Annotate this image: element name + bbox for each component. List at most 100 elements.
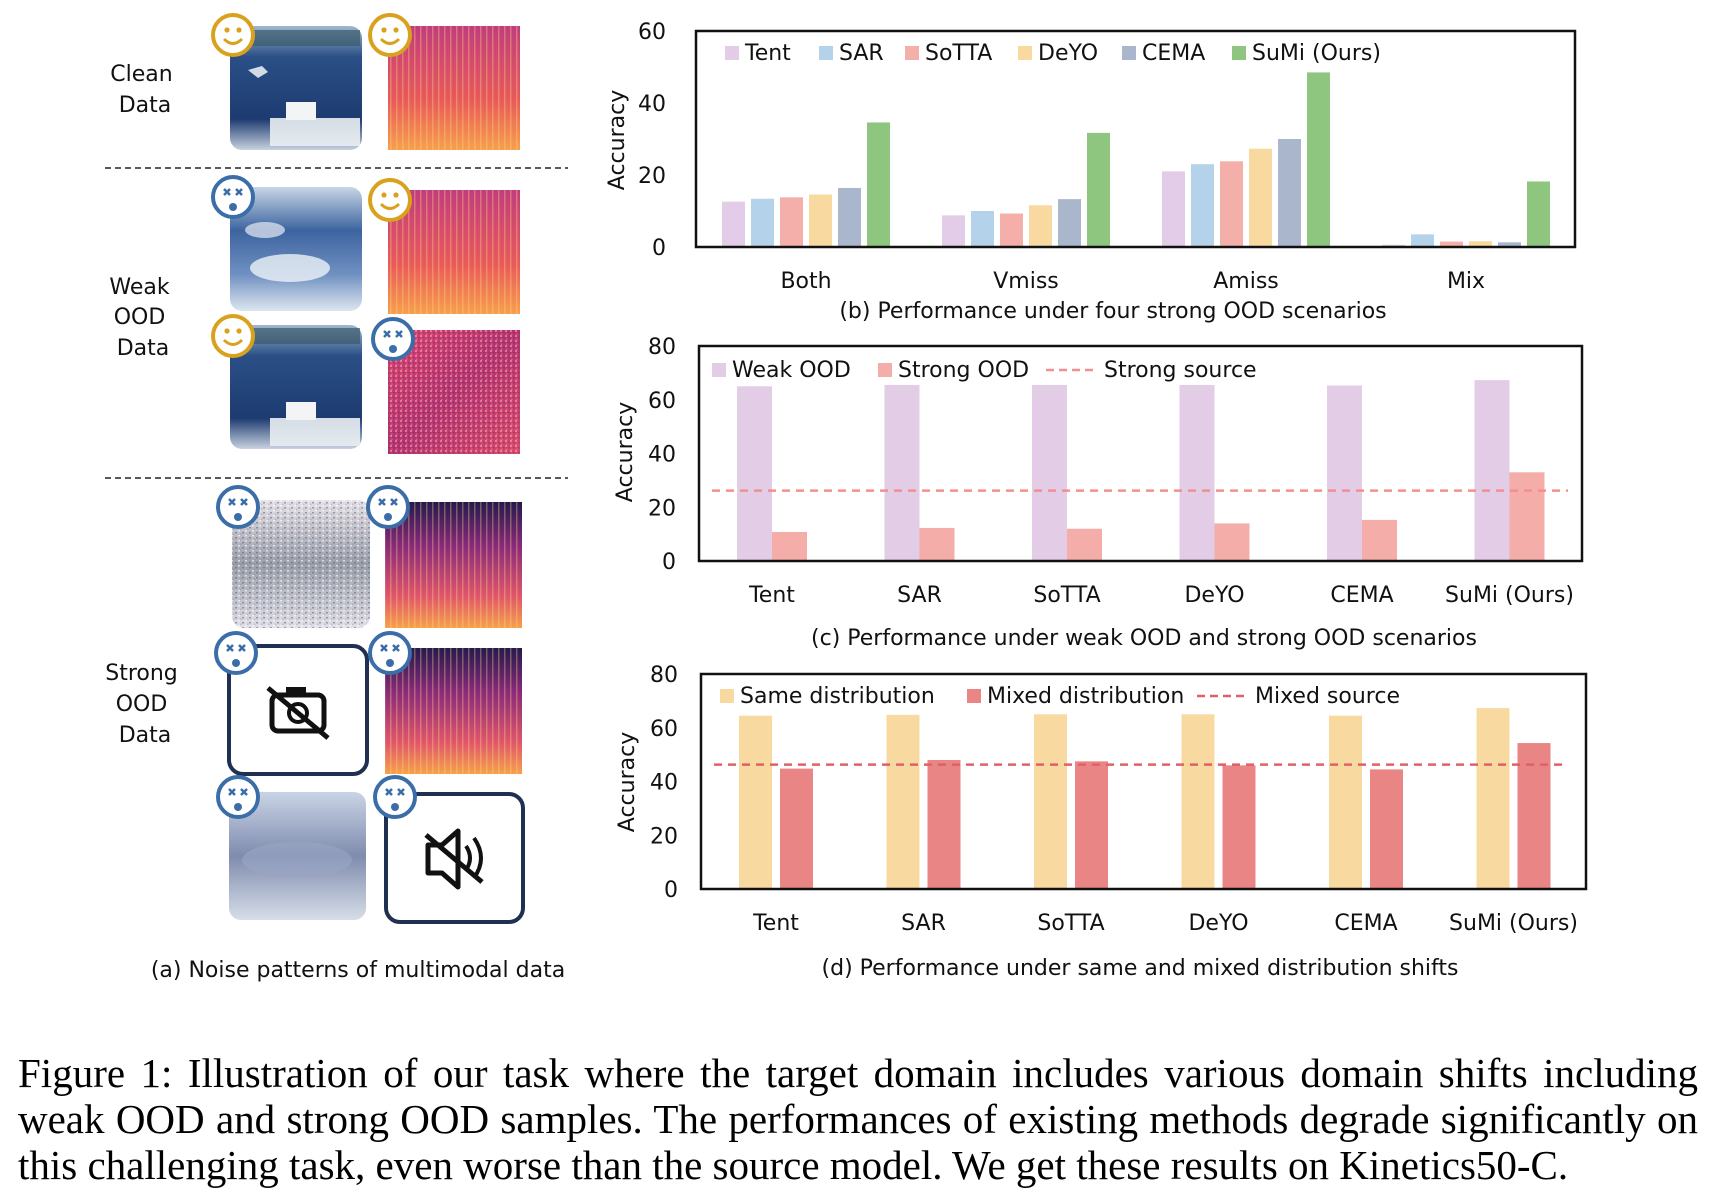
strong-fog-video-thumbnail: [229, 792, 366, 920]
sad-face-icon: [366, 485, 410, 529]
c-bar-strong-ood-cema: [1362, 519, 1397, 561]
d-category-label: SAR: [901, 911, 946, 936]
b-ytick-label: 40: [638, 92, 666, 117]
clean-video-thumbnail: [230, 26, 362, 150]
c-bar-weak-ood-cema: [1327, 385, 1362, 561]
happy-face-icon: [211, 314, 255, 358]
b-category-label: Amiss: [1213, 269, 1279, 294]
strong-label-line-2: OOD: [116, 692, 168, 717]
b-legend-label: SoTTA: [925, 41, 992, 66]
d-legend-label: Mixed source: [1255, 684, 1400, 709]
d-bar-mixed-distribution-cema: [1370, 769, 1403, 889]
b-bar-sotta-vmiss: [1000, 213, 1023, 247]
clean-audio-spectrogram: [388, 26, 520, 150]
d-category-label: SoTTA: [1037, 911, 1104, 936]
c-ytick-label: 40: [648, 443, 676, 468]
d-category-label: DeYO: [1188, 911, 1248, 936]
d-bar-same-distribution-sotta: [1034, 714, 1067, 889]
d-bar-mixed-distribution-sotta: [1075, 761, 1108, 889]
b-bar-deyo-both: [809, 194, 832, 247]
weak-label-line-2: OOD: [114, 305, 166, 330]
strong-audio-spectrogram: [385, 502, 522, 628]
b-legend-label: CEMA: [1142, 41, 1205, 66]
d-category-label: CEMA: [1334, 911, 1397, 936]
b-bar-sar-mix: [1411, 234, 1434, 247]
b-legend-label: SAR: [839, 41, 884, 66]
d-bar-same-distribution-tent: [739, 715, 772, 889]
b-bar-sar-amiss: [1191, 164, 1214, 247]
sad-face-icon: [211, 175, 255, 219]
c-category-label: Tent: [748, 583, 795, 608]
b-bar-sotta-amiss: [1220, 161, 1243, 247]
c-legend-swatch: [878, 363, 892, 377]
chart-c-caption: (c) Performance under weak OOD and stron…: [811, 626, 1477, 651]
c-bar-weak-ood-tent: [737, 386, 772, 561]
c-bar-strong-ood-tent: [772, 531, 807, 561]
b-legend-swatch: [819, 46, 833, 60]
chart-d-same-mixed-shifts: Accuracy 0 20 40 60 80 Same distribution Mixe…: [615, 663, 1588, 981]
b-bar-sumi-ours-vmiss: [1087, 132, 1110, 247]
chart-b-ylabel: Accuracy: [605, 90, 630, 190]
b-legend-label: DeYO: [1038, 41, 1098, 66]
d-ytick-label: 20: [650, 824, 678, 849]
d-bar-same-distribution-deyo: [1181, 714, 1215, 889]
strong-label-line-1: Strong: [105, 661, 178, 686]
b-legend-swatch: [905, 46, 919, 60]
d-legend-swatch: [720, 689, 734, 703]
b-bar-cema-amiss: [1278, 139, 1301, 247]
d-ytick-label: 60: [650, 717, 678, 742]
d-ytick-label: 80: [650, 663, 678, 688]
c-category-label: SAR: [897, 583, 942, 608]
panel-a-caption: (a) Noise patterns of multimodal data: [151, 958, 565, 983]
clean-row-label: Clean Data: [110, 62, 179, 118]
b-bar-sumi-ours-both: [867, 122, 890, 247]
c-category-label: DeYO: [1184, 583, 1244, 608]
c-category-label: SoTTA: [1033, 583, 1100, 608]
d-bar-mixed-distribution-sar: [927, 760, 961, 889]
b-bar-sumi-ours-amiss: [1307, 72, 1330, 248]
chart-d-ylabel: Accuracy: [615, 732, 640, 832]
weak-label-line-3: Data: [117, 336, 170, 361]
c-ytick-label: 20: [648, 496, 676, 521]
c-ytick-label: 80: [648, 335, 676, 360]
camera-off-icon: [266, 686, 330, 740]
c-ytick-label: 60: [648, 389, 676, 414]
c-bar-weak-ood-deyo: [1179, 384, 1215, 561]
weak-row-label: Weak OOD Data: [109, 275, 176, 361]
weak-clean-audio-spectrogram: [388, 190, 520, 314]
strong-audio-spectrogram-2: [385, 648, 522, 774]
d-legend-swatch: [967, 689, 981, 703]
chart-b-caption: (b) Performance under four strong OOD sc…: [839, 299, 1386, 324]
c-bar-weak-ood-sotta: [1032, 384, 1067, 561]
b-bar-tent-both: [722, 201, 745, 247]
strong-label-line-3: Data: [119, 723, 172, 748]
b-category-label: Mix: [1447, 269, 1485, 294]
d-ytick-label: 0: [664, 878, 678, 903]
c-bar-weak-ood-sumi-ours: [1474, 380, 1510, 561]
c-ytick-label: 0: [662, 550, 676, 575]
strong-noisy-video-thumbnail: [232, 500, 370, 628]
d-legend-label: Same distribution: [740, 684, 935, 709]
sad-face-icon: [216, 485, 260, 529]
c-bar-strong-ood-sar: [919, 527, 955, 561]
d-bar-same-distribution-sumi-ours: [1476, 708, 1510, 889]
chart-c-frame: [697, 344, 1584, 563]
d-ytick-label: 40: [650, 771, 678, 796]
chart-d-caption: (d) Performance under same and mixed dis…: [822, 956, 1459, 981]
c-legend-label: Strong OOD: [898, 358, 1029, 383]
b-bar-sar-vmiss: [971, 211, 994, 247]
sad-face-icon: [216, 775, 260, 819]
weak-label-line-1: Weak: [109, 275, 169, 300]
sad-face-icon: [214, 631, 258, 675]
b-category-label: Vmiss: [993, 269, 1059, 294]
c-category-label: CEMA: [1330, 583, 1393, 608]
c-bar-strong-ood-sumi-ours: [1509, 472, 1545, 561]
b-bar-deyo-amiss: [1249, 148, 1272, 247]
b-bar-cema-both: [838, 187, 861, 247]
speaker-mute-icon: [424, 828, 484, 890]
b-bar-cema-vmiss: [1058, 199, 1081, 247]
d-category-label: Tent: [752, 911, 799, 936]
b-legend-swatch: [1018, 46, 1032, 60]
chart-c-weak-strong-ood: Accuracy 0 20 40 60 80 Weak OOD Strong OOD Str…: [613, 335, 1584, 651]
d-bar-same-distribution-sar: [886, 714, 920, 889]
